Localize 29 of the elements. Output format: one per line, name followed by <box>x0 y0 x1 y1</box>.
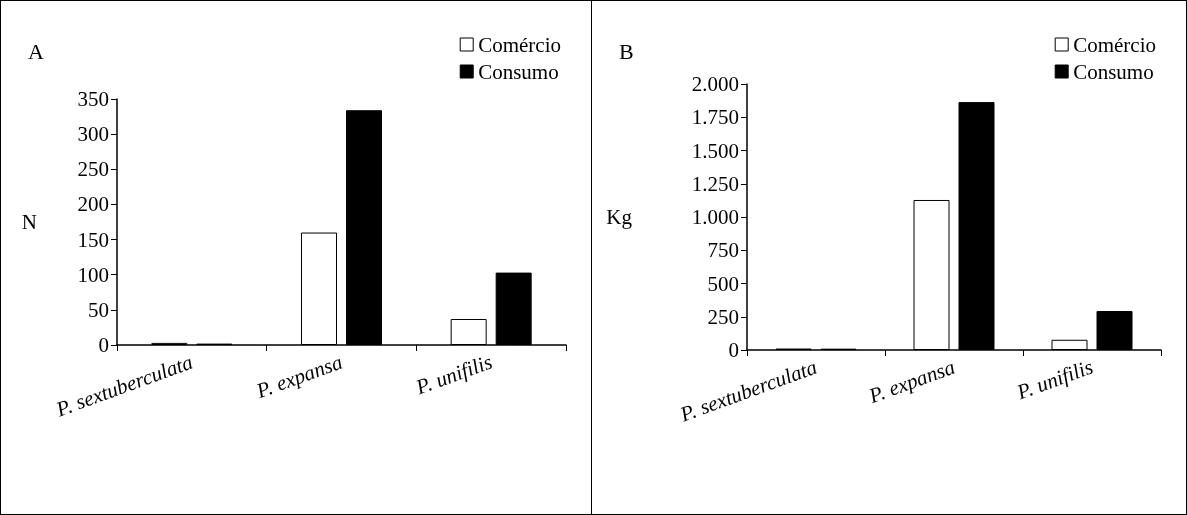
chart-title: B <box>619 38 634 64</box>
y-axis-title: Kg <box>606 205 633 229</box>
y-tick-label: 1.750 <box>691 105 739 130</box>
y-tick-label: 250 <box>707 304 739 329</box>
chart-title: A <box>28 38 44 64</box>
y-tick-label: 0 <box>728 338 739 362</box>
legend-label: Comércio <box>1073 32 1156 57</box>
y-tick-label: 2.000 <box>691 72 739 96</box>
x-tick-label: P. expansa <box>864 354 959 409</box>
y-tick-label: 200 <box>77 192 109 217</box>
y-tick-label: 50 <box>88 297 109 322</box>
y-tick-label: 250 <box>77 157 109 182</box>
x-tick-label: P. unifilis <box>411 349 496 400</box>
x-tick-label: P. expansa <box>252 349 346 404</box>
y-tick-label: 150 <box>77 227 109 252</box>
y-tick-label: 1.500 <box>691 138 739 163</box>
legend-label: Consumo <box>478 59 559 84</box>
y-tick-label: 100 <box>77 262 109 287</box>
y-tick-label: 0 <box>98 333 109 357</box>
y-tick-label: 500 <box>707 271 739 296</box>
y-tick-label: 750 <box>707 238 739 263</box>
y-axis-title: N <box>21 210 37 234</box>
x-tick-label: P. unifilis <box>1012 354 1097 405</box>
y-tick-label: 1.000 <box>691 205 739 229</box>
y-tick-label: 350 <box>77 87 109 111</box>
y-tick-label: 300 <box>77 122 109 147</box>
y-tick-label: 1.250 <box>691 171 739 196</box>
legend-label: Consumo <box>1073 59 1154 84</box>
legend-label: Comércio <box>478 32 561 57</box>
